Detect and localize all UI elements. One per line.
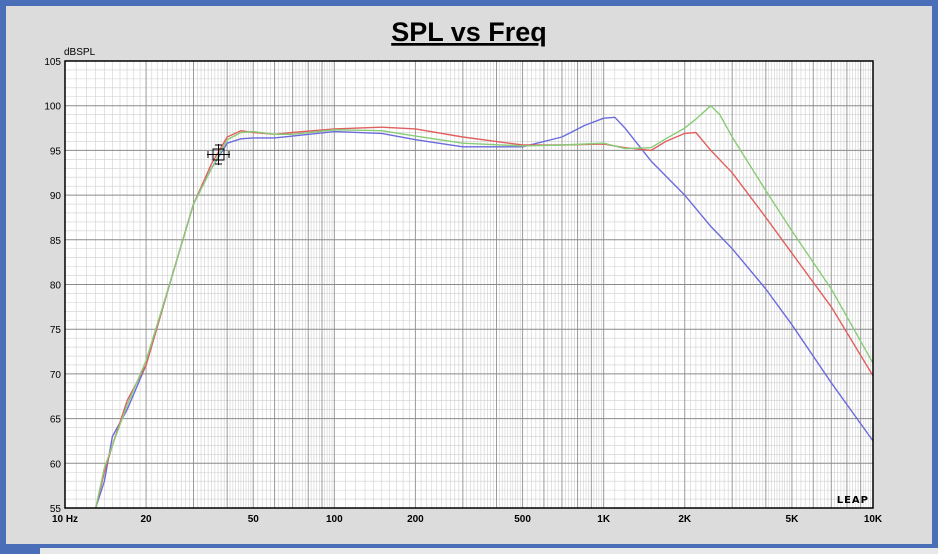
series-layer — [95, 104, 874, 509]
x-tick-label: 10K — [864, 514, 883, 525]
y-tick-label: 75 — [50, 325, 62, 336]
x-tick-label: 500 — [514, 514, 531, 525]
y-tick-label: 60 — [50, 459, 62, 470]
x-tick-label: 20 — [141, 514, 153, 525]
crosshair-cursor-icon[interactable] — [207, 144, 230, 165]
x-tick-label: 200 — [407, 514, 424, 525]
y-tick-label: 95 — [50, 146, 62, 157]
leap-logo: LEAP — [837, 495, 869, 506]
y-tick-label: 80 — [50, 281, 62, 292]
x-axis: 10 Hz 20 50 100 200 500 1K 2K 5K 10K — [52, 514, 883, 525]
x-tick-label: 10 Hz — [52, 514, 78, 525]
y-tick-label: 90 — [50, 191, 62, 202]
y-tick-label: 55 — [50, 504, 62, 515]
x-tick-label: 5K — [786, 514, 800, 525]
x-tick-label: 2K — [678, 514, 692, 525]
y-tick-label: 100 — [44, 102, 61, 113]
status-tab — [40, 548, 938, 554]
y-axis: 55 60 65 70 75 80 85 90 95 100 105 — [44, 57, 61, 515]
x-tick-label: 50 — [248, 514, 260, 525]
y-tick-label: 85 — [50, 236, 62, 247]
y-axis-label: dBSPL — [64, 47, 96, 58]
chart-title: SPL vs Freq — [391, 17, 547, 47]
y-tick-label: 70 — [50, 370, 62, 381]
series-line-3 — [95, 104, 874, 509]
y-tick-label: 65 — [50, 415, 62, 426]
plot-border — [64, 60, 874, 509]
y-tick-label: 105 — [44, 57, 61, 68]
x-tick-label: 100 — [326, 514, 343, 525]
x-tick-label: 1K — [597, 514, 611, 525]
